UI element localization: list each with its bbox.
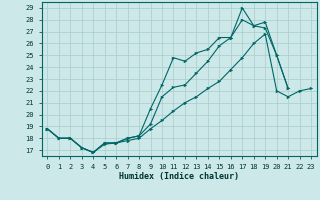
X-axis label: Humidex (Indice chaleur): Humidex (Indice chaleur) [119,172,239,181]
